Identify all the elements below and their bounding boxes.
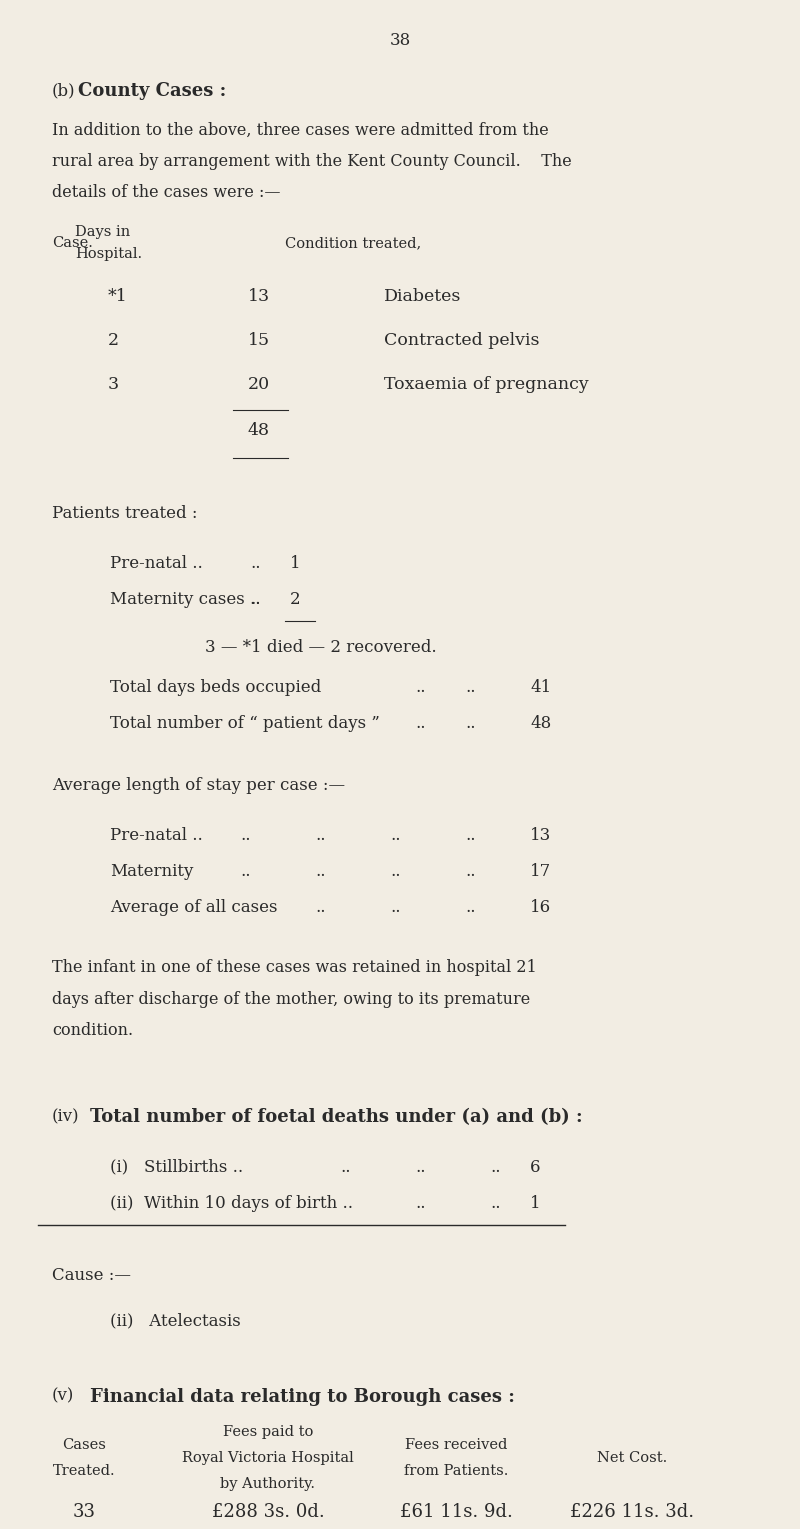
Text: (iv): (iv) — [52, 1109, 80, 1125]
Text: Net Cost.: Net Cost. — [597, 1451, 667, 1465]
Text: ..: .. — [390, 899, 401, 916]
Text: Average length of stay per case :—: Average length of stay per case :— — [52, 777, 345, 794]
Text: ..: .. — [315, 827, 326, 844]
Text: Patients treated :: Patients treated : — [52, 505, 198, 521]
Text: Pre-natal ..: Pre-natal .. — [110, 827, 202, 844]
Text: £226 11s. 3d.: £226 11s. 3d. — [570, 1503, 694, 1520]
Text: ..: .. — [415, 1159, 426, 1176]
Text: 20: 20 — [248, 376, 270, 393]
Text: ..: .. — [240, 827, 250, 844]
Text: ..: .. — [240, 862, 250, 881]
Text: 1: 1 — [530, 1194, 541, 1211]
Text: Fees received: Fees received — [405, 1437, 507, 1451]
Text: Fees paid to: Fees paid to — [223, 1425, 313, 1439]
Text: ..: .. — [490, 1194, 501, 1211]
Text: Toxaemia of pregnancy: Toxaemia of pregnancy — [384, 376, 589, 393]
Text: 38: 38 — [390, 32, 410, 49]
Text: ..: .. — [415, 716, 426, 732]
Text: Cases: Cases — [62, 1437, 106, 1451]
Text: County Cases :: County Cases : — [78, 83, 226, 99]
Text: 2: 2 — [290, 592, 301, 609]
Text: £288 3s. 0d.: £288 3s. 0d. — [212, 1503, 324, 1520]
Text: Treated.: Treated. — [53, 1463, 115, 1477]
Text: Condition treated,: Condition treated, — [285, 235, 422, 251]
Text: Financial data relating to Borough cases :: Financial data relating to Borough cases… — [90, 1387, 515, 1405]
Text: 17: 17 — [530, 862, 551, 881]
Text: Pre-natal ..: Pre-natal .. — [110, 555, 202, 572]
Text: Total number of “ patient days ”: Total number of “ patient days ” — [110, 716, 380, 732]
Text: (v): (v) — [52, 1387, 74, 1405]
Text: 33: 33 — [73, 1503, 95, 1520]
Text: Maternity: Maternity — [110, 862, 194, 881]
Text: Total days beds occupied: Total days beds occupied — [110, 679, 322, 696]
Text: 13: 13 — [530, 827, 551, 844]
Text: ..: .. — [415, 1194, 426, 1211]
Text: ..: .. — [315, 862, 326, 881]
Text: ..: .. — [490, 1159, 501, 1176]
Text: 48: 48 — [248, 422, 270, 439]
Text: ..: .. — [465, 716, 475, 732]
Text: days after discharge of the mother, owing to its premature: days after discharge of the mother, owin… — [52, 991, 530, 1008]
Text: Hospital.: Hospital. — [75, 248, 142, 261]
Text: ..: .. — [415, 679, 426, 696]
Text: 3: 3 — [108, 376, 119, 393]
Text: 15: 15 — [248, 332, 270, 349]
Text: (ii)   Atelectasis: (ii) Atelectasis — [110, 1312, 241, 1330]
Text: ..: .. — [465, 827, 475, 844]
Text: ..: .. — [390, 827, 401, 844]
Text: 2: 2 — [108, 332, 119, 349]
Text: rural area by arrangement with the Kent County Council.    The: rural area by arrangement with the Kent … — [52, 153, 572, 170]
Text: 1: 1 — [290, 555, 301, 572]
Text: The infant in one of these cases was retained in hospital 21: The infant in one of these cases was ret… — [52, 959, 537, 976]
Text: ..: .. — [465, 679, 475, 696]
Text: Contracted pelvis: Contracted pelvis — [384, 332, 539, 349]
Text: 48: 48 — [530, 716, 551, 732]
Text: (b): (b) — [52, 83, 76, 99]
Text: Diabetes: Diabetes — [384, 287, 462, 304]
Text: ..: .. — [315, 899, 326, 916]
Text: ..: .. — [465, 862, 475, 881]
Text: condition.: condition. — [52, 1021, 133, 1040]
Text: 13: 13 — [248, 287, 270, 304]
Text: details of the cases were :—: details of the cases were :— — [52, 183, 281, 200]
Text: ..: .. — [250, 555, 261, 572]
Text: Average of all cases: Average of all cases — [110, 899, 278, 916]
Text: In addition to the above, three cases were admitted from the: In addition to the above, three cases we… — [52, 122, 549, 139]
Text: *1: *1 — [108, 287, 128, 304]
Text: 16: 16 — [530, 899, 551, 916]
Text: ..: .. — [250, 592, 261, 609]
Text: (ii)  Within 10 days of birth ..: (ii) Within 10 days of birth .. — [110, 1194, 353, 1211]
Text: ..: .. — [340, 1159, 350, 1176]
Text: Maternity cases ..: Maternity cases .. — [110, 592, 261, 609]
Text: Royal Victoria Hospital: Royal Victoria Hospital — [182, 1451, 354, 1465]
Text: ..: .. — [390, 862, 401, 881]
Text: 3 — *1 died — 2 recovered.: 3 — *1 died — 2 recovered. — [205, 639, 437, 656]
Text: 41: 41 — [530, 679, 551, 696]
Text: ..: .. — [465, 899, 475, 916]
Text: by Authority.: by Authority. — [221, 1477, 315, 1491]
Text: (i)   Stillbirths ..: (i) Stillbirths .. — [110, 1159, 243, 1176]
Text: £61 11s. 9d.: £61 11s. 9d. — [399, 1503, 513, 1520]
Text: Case.: Case. — [52, 235, 93, 251]
Text: 6: 6 — [530, 1159, 541, 1176]
Text: from Patients.: from Patients. — [404, 1463, 508, 1477]
Text: Total number of foetal deaths under (a) and (b) :: Total number of foetal deaths under (a) … — [90, 1109, 582, 1127]
Text: Cause :—: Cause :— — [52, 1266, 131, 1283]
Text: Days in: Days in — [75, 225, 130, 239]
